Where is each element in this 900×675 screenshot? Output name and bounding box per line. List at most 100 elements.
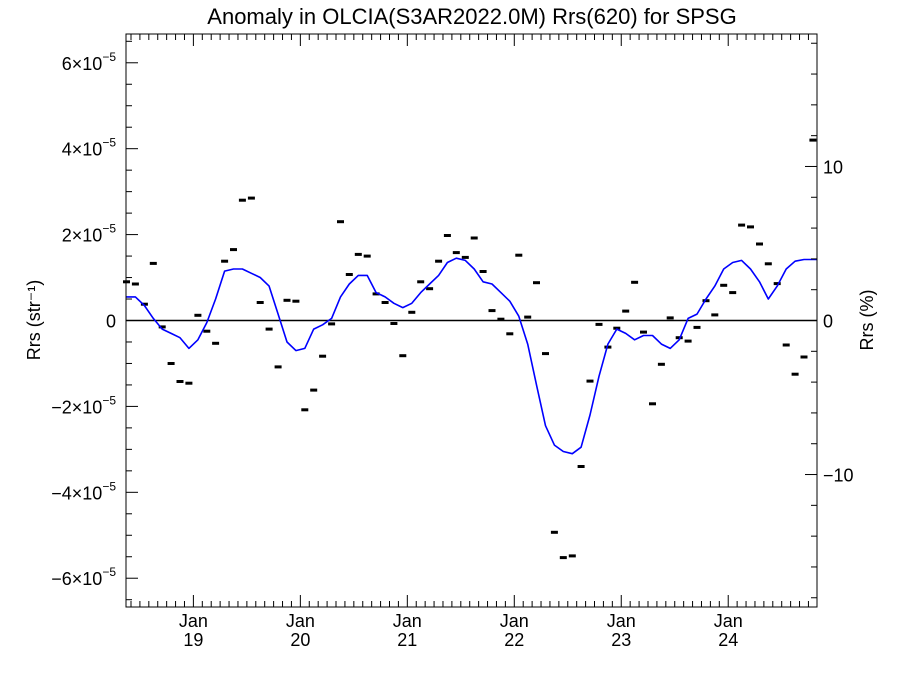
y-left-tick-label: −6×10−5 — [51, 565, 116, 589]
x-tick-label-month: Jan — [179, 611, 208, 631]
data-point — [167, 362, 175, 365]
data-point — [149, 261, 157, 265]
data-point — [247, 196, 255, 200]
data-point — [176, 380, 184, 383]
data-point — [158, 325, 166, 329]
data-point — [720, 283, 728, 287]
y-left-tick-label: −4×10−5 — [51, 479, 116, 503]
data-point — [702, 299, 710, 303]
data-point — [274, 365, 282, 369]
data-point — [693, 325, 701, 329]
x-tick-label-year: 24 — [718, 630, 738, 650]
data-point — [729, 291, 737, 295]
data-point — [319, 354, 327, 358]
data-point — [657, 362, 665, 366]
x-tick-label-year: 23 — [611, 630, 631, 650]
data-point — [577, 465, 585, 468]
data-point — [640, 330, 647, 334]
data-point — [631, 280, 639, 284]
data-point — [408, 310, 416, 314]
x-tick-label-month: Jan — [714, 611, 743, 631]
data-point — [399, 354, 407, 358]
tick-labels: Jan19Jan20Jan21Jan22Jan23Jan246×10−54×10… — [51, 50, 853, 650]
data-point — [256, 301, 264, 304]
data-point — [345, 273, 353, 276]
data-point — [265, 327, 273, 331]
data-point — [452, 251, 460, 255]
data-point — [506, 332, 514, 336]
data-point — [310, 388, 318, 392]
data-point — [212, 341, 220, 345]
data-point — [764, 262, 772, 266]
x-tick-label-month: Jan — [286, 611, 315, 631]
data-point — [203, 329, 211, 333]
y-right-tick-label: −10 — [823, 466, 854, 486]
chart-title: Anomaly in OLCIA(S3AR2022.0M) Rrs(620) f… — [207, 4, 736, 29]
x-tick-label-month: Jan — [607, 611, 636, 631]
data-point — [559, 556, 567, 560]
data-point — [497, 317, 505, 321]
data-point — [756, 242, 763, 246]
ticks — [126, 34, 817, 607]
data-point — [194, 313, 202, 317]
data-point — [684, 339, 692, 343]
x-tick-label-year: 19 — [183, 630, 203, 650]
data-point — [515, 253, 523, 257]
data-point — [533, 281, 540, 285]
data-point — [622, 309, 630, 313]
data-point — [568, 554, 576, 558]
y-left-tick-label: 2×10−5 — [62, 222, 117, 246]
data-point — [738, 223, 746, 227]
data-point — [221, 259, 229, 263]
data-point — [283, 298, 291, 302]
x-tick-label-year: 20 — [290, 630, 310, 650]
y-left-tick-label: 6×10−5 — [62, 50, 117, 74]
data-point — [354, 252, 362, 256]
data-point — [800, 355, 808, 359]
data-point — [488, 309, 496, 313]
x-tick-label-year: 21 — [397, 630, 417, 650]
x-tick-label-year: 22 — [504, 630, 524, 650]
data-point — [773, 282, 781, 286]
y-axis-label-right: Rrs (%) — [857, 290, 877, 351]
data-point — [185, 381, 193, 385]
data-point — [747, 225, 754, 229]
data-point — [426, 287, 434, 291]
data-point — [675, 336, 683, 340]
data-point — [524, 315, 532, 319]
data-points — [123, 138, 817, 560]
data-point — [238, 198, 246, 202]
anomaly-line-layer — [126, 257, 817, 455]
data-point — [809, 138, 817, 142]
data-point — [782, 343, 790, 347]
data-point — [586, 379, 594, 383]
data-point — [461, 255, 469, 259]
data-point — [666, 316, 674, 320]
x-tick-label-month: Jan — [500, 611, 529, 631]
data-point — [417, 280, 425, 284]
x-tick-label-month: Jan — [393, 611, 422, 631]
data-point — [363, 254, 371, 258]
anomaly-line — [126, 257, 817, 455]
data-point — [550, 530, 558, 534]
data-point — [649, 402, 656, 406]
data-point — [301, 408, 309, 412]
data-point — [613, 326, 621, 330]
y-left-tick-label: 4×10−5 — [62, 136, 117, 160]
data-point — [230, 248, 237, 252]
data-point — [131, 282, 139, 286]
data-point — [390, 322, 398, 325]
data-point — [791, 372, 799, 376]
data-point — [443, 234, 451, 237]
data-point — [292, 299, 300, 303]
data-point — [479, 270, 487, 273]
data-point — [328, 322, 336, 326]
y-right-tick-label: 0 — [823, 312, 833, 332]
data-point — [595, 322, 603, 326]
data-point — [381, 301, 389, 304]
y-right-tick-label: 10 — [823, 157, 843, 177]
data-point — [435, 259, 443, 263]
data-point — [711, 313, 719, 317]
y-left-tick-label: 0 — [106, 312, 116, 332]
